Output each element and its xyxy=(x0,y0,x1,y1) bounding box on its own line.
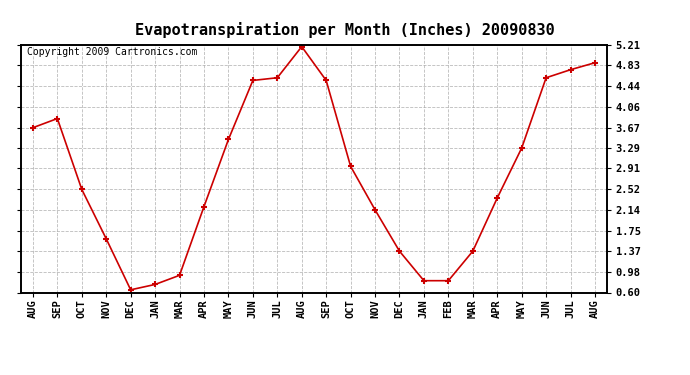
Text: Copyright 2009 Cartronics.com: Copyright 2009 Cartronics.com xyxy=(26,48,197,57)
Text: Evapotranspiration per Month (Inches) 20090830: Evapotranspiration per Month (Inches) 20… xyxy=(135,22,555,39)
